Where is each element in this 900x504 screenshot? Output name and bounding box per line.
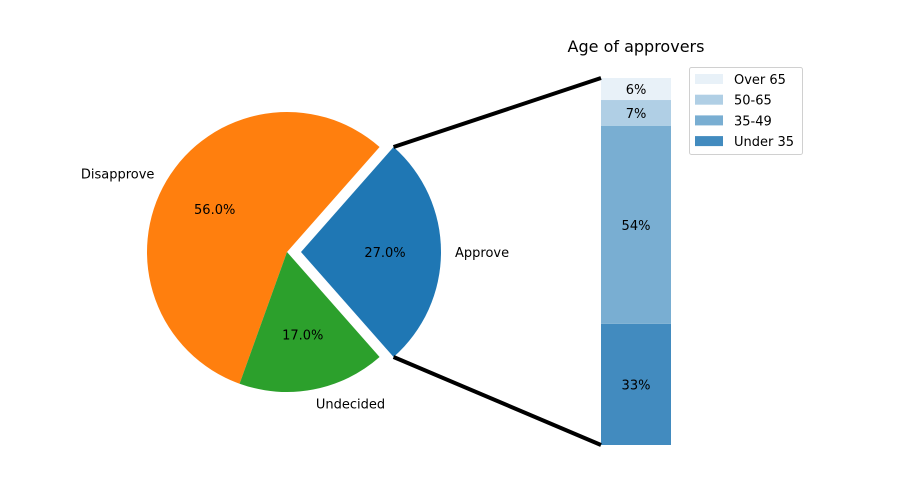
bar-value-label: 6% xyxy=(626,83,647,98)
pie-slice-approve xyxy=(301,146,442,358)
legend-swatch xyxy=(695,136,723,147)
bar-title: Age of approvers xyxy=(568,37,705,56)
pie-label-undecided: Undecided xyxy=(316,397,385,412)
stacked-bar-chart: 33% 54% 7% 6% xyxy=(392,76,671,447)
legend-swatch xyxy=(695,74,723,84)
legend: Over 65 50-65 35-49 Under 35 xyxy=(689,67,803,155)
legend-box xyxy=(689,67,803,155)
bar-value-label: 33% xyxy=(622,378,651,393)
pie-label-disapprove: Disapprove xyxy=(81,168,155,183)
bar-segment-35-49 xyxy=(601,125,671,324)
legend-label: 35-49 xyxy=(734,114,772,129)
pie-slice-disapprove xyxy=(146,111,380,384)
pie-chart: 27.0% Approve 56.0% Disapprove 17.0% Undecide… xyxy=(81,111,509,412)
pie-value-label-disapprove: 56.0% xyxy=(194,203,235,218)
bar-value-label: 54% xyxy=(622,219,651,234)
pie-label-approve: Approve xyxy=(455,246,509,261)
legend-label: 50-65 xyxy=(734,94,772,109)
connector-line-bottom xyxy=(392,355,602,447)
pie-value-label-approve: 27.0% xyxy=(364,246,405,261)
legend-swatch xyxy=(695,94,723,105)
legend-label: Over 65 xyxy=(734,73,786,88)
legend-swatch xyxy=(695,115,723,126)
bar-segment-under-35 xyxy=(601,323,671,445)
pie-slice-undecided xyxy=(239,252,380,392)
legend-label: Under 35 xyxy=(734,135,794,150)
bar-value-label: 7% xyxy=(626,107,647,122)
connector-line-top xyxy=(392,76,602,149)
pie-value-label-undecided: 17.0% xyxy=(282,329,323,344)
bar-segment-50-65 xyxy=(601,100,671,126)
bar-segment-over-65 xyxy=(601,78,671,101)
